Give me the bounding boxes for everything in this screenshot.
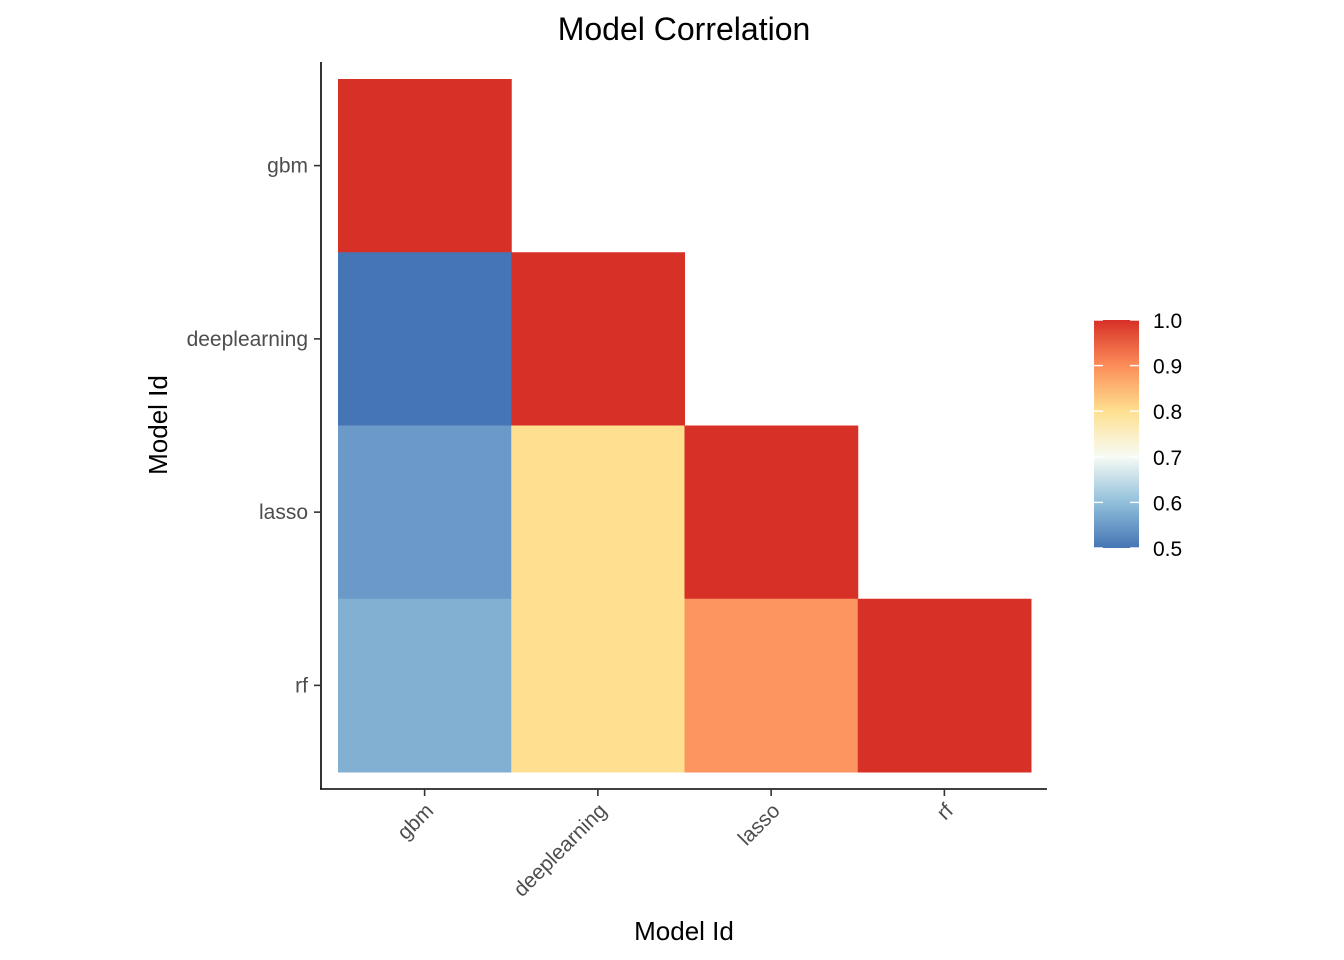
y-tick-label-lasso: lasso [259, 501, 308, 524]
y-tick-label-deeplearning: deeplearning [187, 328, 308, 351]
legend-label-0.9: 0.9 [1153, 356, 1182, 379]
y-axis-ticks: gbm deeplearning lasso rf [187, 155, 321, 697]
heatmap-cell-deeplearning-lasso [511, 425, 685, 600]
legend-label-0.8: 0.8 [1153, 401, 1182, 424]
y-tick-label-rf: rf [295, 674, 308, 697]
x-tick-label-gbm: gbm [393, 799, 438, 844]
legend-label-0.6: 0.6 [1153, 492, 1182, 515]
x-tick-label-deeplearning: deeplearning [509, 799, 611, 901]
heatmap-cells [338, 79, 1032, 773]
color-legend: 0.5 0.6 0.7 0.8 0.9 1.0 [1094, 310, 1182, 561]
legend-colorbar [1094, 320, 1139, 548]
heatmap-cell-lasso-lasso [684, 425, 859, 600]
x-axis-ticks: gbm deeplearning lasso rf [393, 789, 958, 901]
legend-label-0.5: 0.5 [1153, 538, 1182, 561]
x-tick-label-rf: rf [933, 799, 958, 824]
heatmap-cell-deeplearning-deeplearning [511, 252, 685, 426]
legend-label-1.0: 1.0 [1153, 310, 1182, 333]
heatmap-cell-deeplearning-rf [511, 598, 685, 773]
x-tick-label-lasso: lasso [734, 799, 785, 850]
heatmap-cell-rf-rf [857, 598, 1032, 773]
heatmap-cell-gbm-rf [338, 598, 512, 773]
chart-title: Model Correlation [558, 11, 811, 47]
y-axis-title: Model Id [143, 375, 173, 475]
legend-label-0.7: 0.7 [1153, 447, 1182, 470]
heatmap-cell-lasso-rf [684, 598, 859, 773]
heatmap-cell-gbm-gbm [338, 79, 512, 253]
x-axis-title: Model Id [634, 916, 734, 946]
y-tick-label-gbm: gbm [267, 155, 308, 178]
heatmap-cell-gbm-deeplearning [338, 252, 512, 426]
heatmap-cell-gbm-lasso [338, 425, 512, 600]
